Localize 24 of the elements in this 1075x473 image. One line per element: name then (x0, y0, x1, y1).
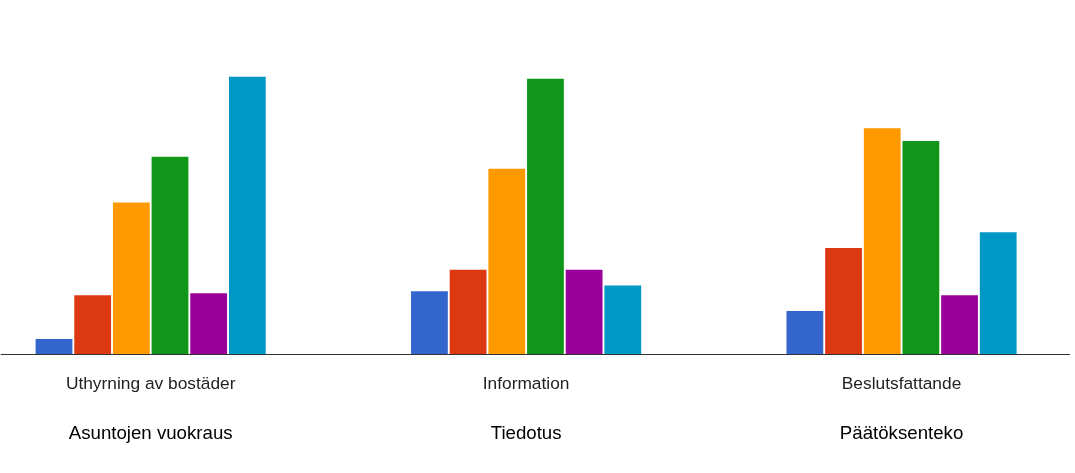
bar (825, 247, 862, 355)
bar (979, 232, 1017, 355)
x-tick-label: Information (482, 372, 570, 393)
text: Tiedotus (490, 422, 562, 444)
bar (863, 128, 901, 355)
x-tick-label: Beslutsfattande (841, 372, 962, 393)
bar (604, 285, 642, 355)
bar (411, 291, 448, 355)
text: Asuntojen vuokraus (68, 422, 233, 444)
bar (527, 78, 564, 355)
bar (902, 140, 940, 355)
bar (449, 269, 487, 355)
bar (228, 76, 266, 355)
bar (565, 269, 603, 355)
bar (35, 338, 73, 355)
bar (786, 311, 824, 355)
bar (190, 293, 228, 355)
bar (112, 202, 150, 355)
bar (151, 156, 189, 355)
bar (941, 295, 978, 355)
x-tick-label: Uthyrning av bostäder (65, 372, 236, 393)
bar (74, 295, 112, 355)
text: Päätöksenteko (839, 422, 964, 444)
bar (488, 168, 526, 355)
